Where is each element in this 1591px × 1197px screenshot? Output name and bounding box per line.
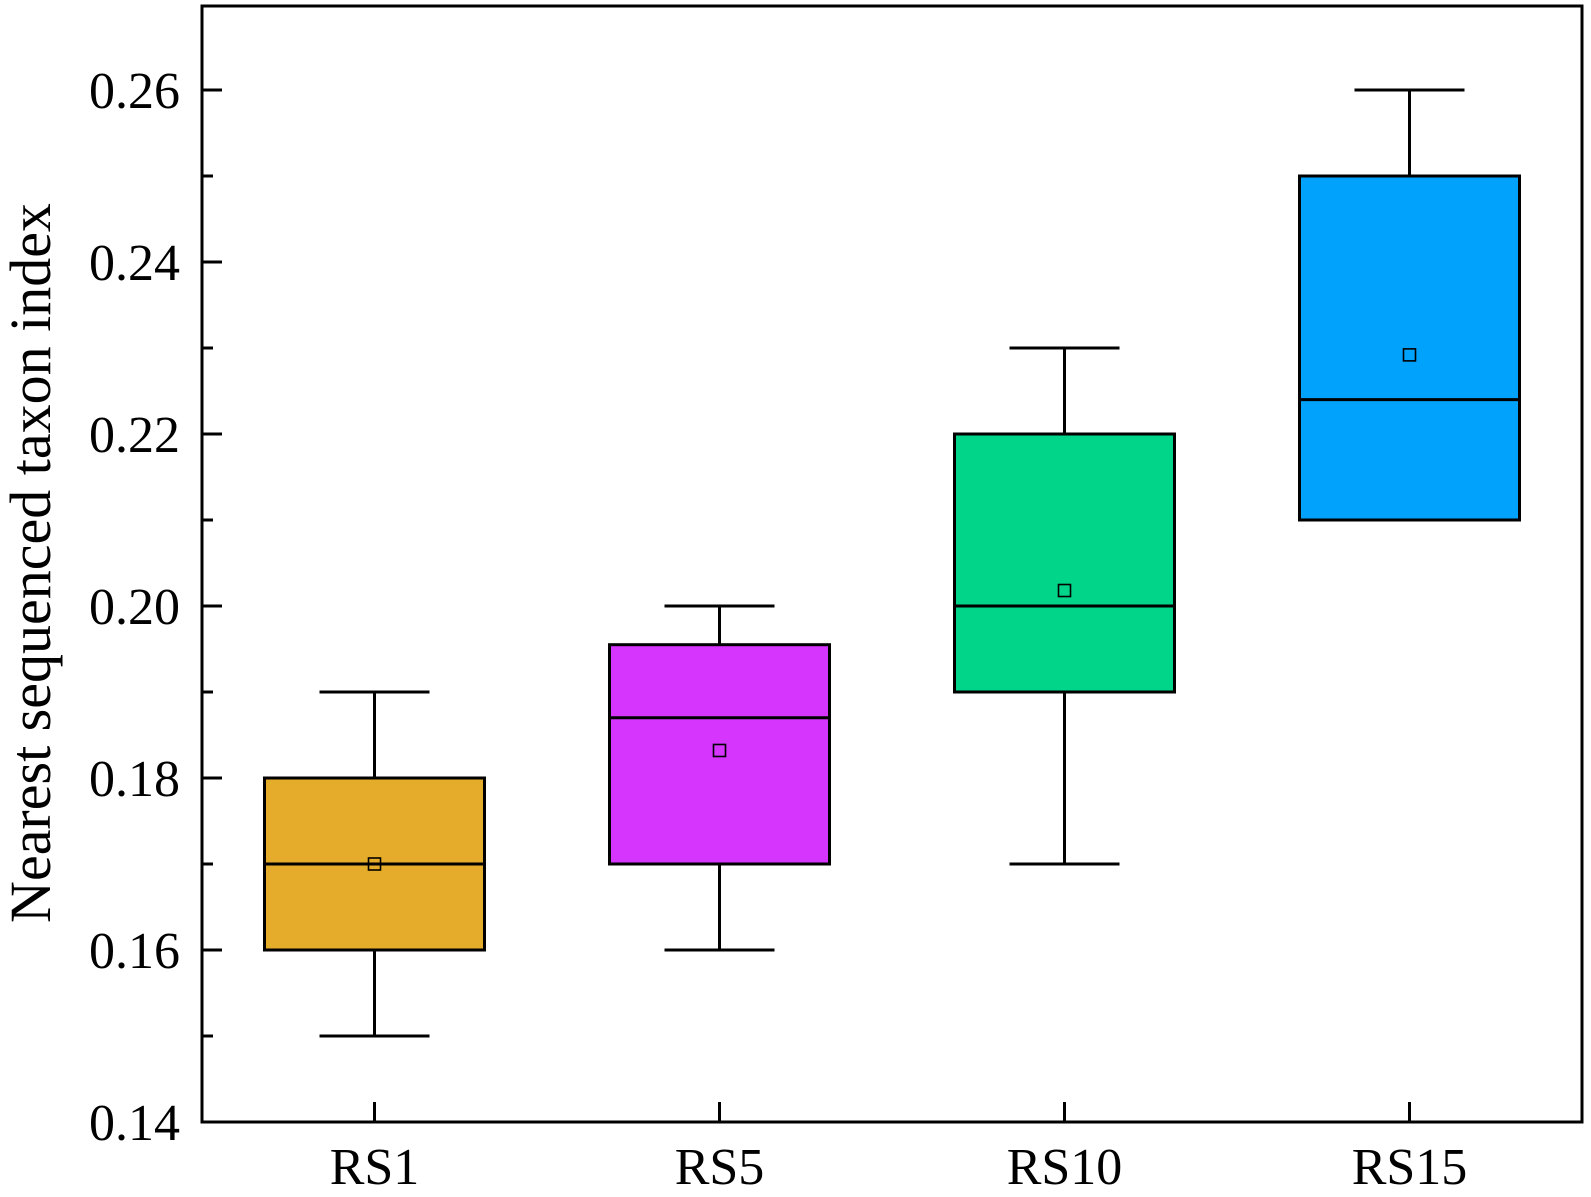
y-tick-label: 0.22 [89,407,180,464]
box-rs1 [263,690,486,1038]
iqr-box [953,432,1176,694]
mean-marker [1402,348,1417,362]
x-category-label: RS5 [675,1139,765,1192]
plot-frame [200,4,1584,1124]
y-tick-label: 0.26 [89,63,180,120]
iqr-box [608,643,831,866]
x-category-label: RS10 [1007,1139,1123,1192]
box-rs5 [608,604,831,952]
y-axis-title: Nearest sequenced taxon index [0,203,63,923]
mean-marker [1057,583,1072,598]
y-tick-label: 0.14 [89,1095,180,1152]
box-rs10 [953,346,1176,866]
x-category-label: RS1 [330,1139,420,1192]
mean-marker [367,857,382,871]
y-tick-label: 0.18 [89,751,180,808]
y-axis-ticks: 0.14 0.16 0.18 0.20 0.22 0.24 0.26 [89,63,222,1152]
x-category-label: RS15 [1352,1139,1468,1192]
iqr-box [1298,174,1521,522]
y-tick-label: 0.24 [89,235,180,292]
x-axis-ticks: RS1 RS5 RS10 RS15 [330,1102,1468,1196]
mean-marker [712,743,727,758]
y-tick-label: 0.16 [89,923,180,980]
box-rs15 [1298,88,1521,522]
y-tick-label: 0.20 [89,579,180,636]
box-series [263,88,1521,1038]
